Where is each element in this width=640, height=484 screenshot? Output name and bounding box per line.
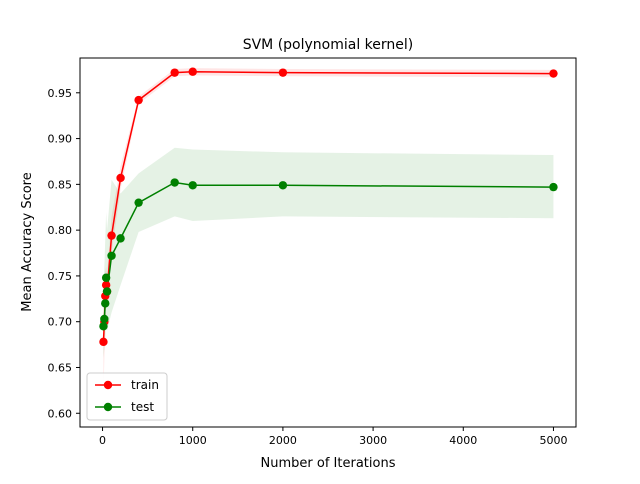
legend-test-marker — [103, 402, 113, 412]
y-axis: 0.60 0.65 0.70 0.75 0.80 0.85 0.90 0.95 — [48, 87, 80, 420]
train-point — [134, 95, 143, 105]
y-axis-label: Mean Accuracy Score — [20, 172, 35, 311]
test-point — [102, 287, 112, 296]
y-tick-label: 0.75 — [48, 270, 73, 283]
x-axis-label: Number of Iterations — [261, 456, 396, 471]
y-tick-label: 0.60 — [48, 407, 73, 420]
y-tick-label: 0.70 — [48, 316, 73, 329]
test-point — [101, 273, 111, 282]
legend: train test — [86, 372, 168, 421]
train-point — [99, 337, 108, 347]
train-point — [101, 280, 111, 290]
legend-train-label: train — [131, 378, 159, 392]
train-point — [549, 69, 558, 78]
chart-title: SVM (polynomial kernel) — [243, 37, 414, 53]
train-point — [188, 67, 197, 76]
test-point — [278, 181, 288, 190]
y-tick-label: 0.95 — [48, 87, 73, 100]
test-point — [107, 251, 116, 260]
test-point — [134, 198, 143, 207]
y-tick-label: 0.65 — [48, 361, 73, 374]
x-tick-label: 1000 — [179, 434, 207, 447]
plot-frame — [79, 57, 577, 428]
test-point — [188, 181, 197, 190]
y-tick-label: 0.90 — [48, 133, 73, 146]
test-point — [99, 322, 108, 331]
test-band — [103, 147, 554, 359]
test-point — [170, 178, 179, 187]
train-point — [116, 173, 125, 183]
test-point — [116, 234, 125, 243]
legend-test-label: test — [131, 400, 154, 414]
test-point — [101, 299, 110, 308]
confidence-bands — [103, 68, 554, 395]
x-tick-label: 4000 — [449, 434, 477, 447]
x-tick-label: 0 — [99, 434, 106, 447]
train-point — [107, 231, 116, 240]
legend-train-marker — [103, 380, 113, 390]
test-point — [549, 182, 558, 192]
x-axis: 0 1000 2000 3000 4000 5000 — [99, 427, 567, 447]
series-markers — [99, 67, 558, 347]
x-tick-label: 3000 — [359, 434, 387, 447]
y-tick-label: 0.80 — [48, 224, 73, 237]
x-tick-label: 5000 — [539, 434, 567, 447]
train-point — [278, 68, 288, 77]
train-point — [170, 68, 179, 77]
x-tick-label: 2000 — [269, 434, 297, 447]
test-point — [100, 314, 109, 324]
y-tick-label: 0.85 — [48, 178, 73, 191]
